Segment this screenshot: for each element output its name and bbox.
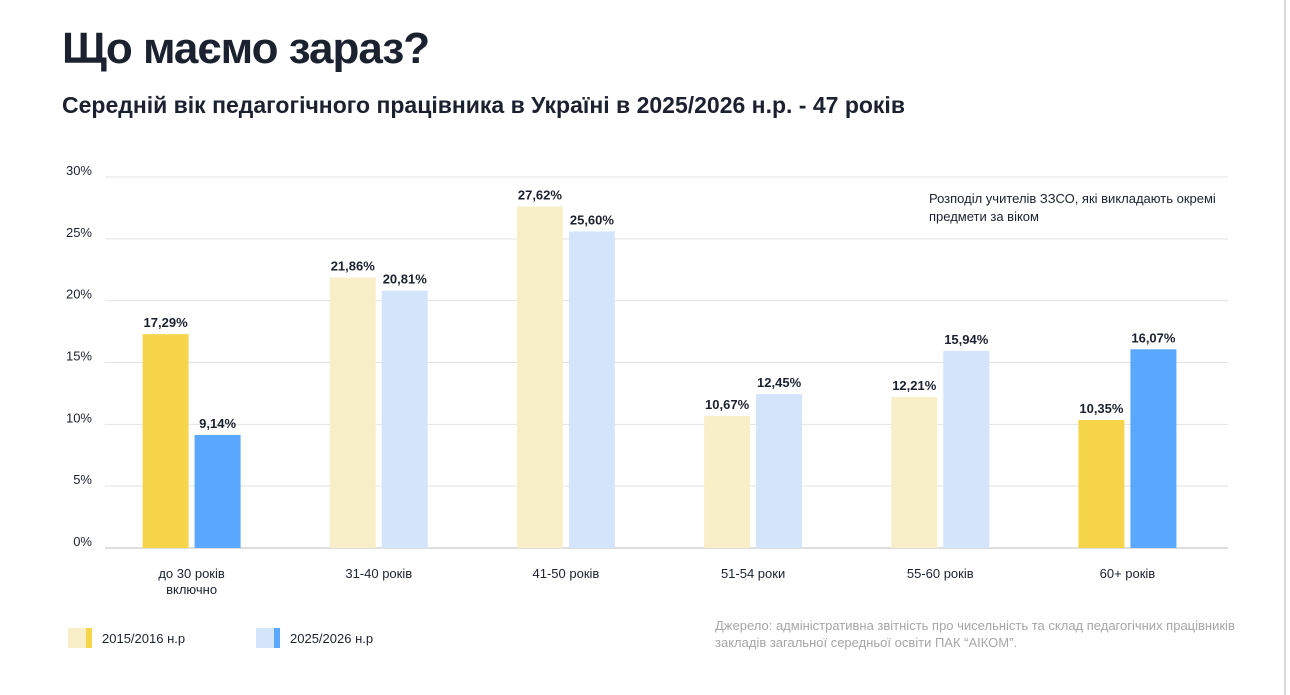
data-label: 16,07%	[1131, 330, 1176, 345]
legend-label: 2025/2026 н.р	[290, 630, 374, 646]
x-tick-label: 60+ років	[1100, 566, 1156, 581]
bar	[329, 277, 376, 548]
data-label: 12,21%	[892, 378, 937, 393]
legend-item-2015: 2015/2016 н.р	[68, 628, 185, 648]
bar	[381, 290, 428, 548]
bar	[943, 350, 990, 548]
bar	[194, 434, 241, 548]
data-label: 10,67%	[705, 397, 750, 412]
data-label: 9,14%	[199, 416, 236, 431]
data-label: 10,35%	[1079, 401, 1124, 416]
data-label: 27,62%	[518, 187, 563, 202]
data-label: 25,60%	[570, 212, 615, 227]
legend-swatch-blue	[256, 628, 280, 648]
edge-divider	[1284, 0, 1286, 695]
bar	[891, 397, 938, 548]
bar	[1078, 420, 1125, 548]
x-tick-label: 55-60 років	[907, 566, 974, 581]
x-tick-label: 31-40 років	[345, 566, 412, 581]
y-tick-label: 15%	[66, 349, 92, 364]
x-tick-label: включно	[166, 582, 217, 597]
source-note: Джерело: адміністративна звітність про ч…	[715, 618, 1235, 650]
data-label: 12,45%	[757, 375, 802, 390]
page-title: Що маємо зараз?	[62, 24, 430, 73]
y-tick-label: 30%	[66, 163, 92, 178]
y-tick-label: 0%	[73, 534, 92, 549]
y-tick-label: 20%	[66, 287, 92, 302]
page-subtitle: Середній вік педагогічного працівника в …	[62, 92, 905, 118]
x-tick-label: 51-54 роки	[721, 566, 785, 581]
bar	[704, 416, 751, 548]
data-label: 21,86%	[331, 259, 376, 274]
legend-swatch-yellow	[68, 628, 92, 648]
x-tick-label: 41-50 років	[533, 566, 600, 581]
y-tick-label: 25%	[66, 225, 92, 240]
legend-item-2025: 2025/2026 н.р	[256, 628, 373, 648]
data-label: 15,94%	[944, 332, 989, 347]
y-tick-label: 5%	[73, 472, 92, 487]
legend-label: 2015/2016 н.р	[102, 630, 186, 646]
y-tick-label: 10%	[66, 410, 92, 425]
bar	[756, 394, 803, 548]
bar	[516, 206, 563, 548]
bar	[568, 231, 615, 548]
data-label: 17,29%	[144, 315, 189, 330]
bar	[1130, 349, 1177, 548]
x-tick-label: до 30 років	[158, 566, 225, 581]
bar	[142, 334, 189, 548]
data-label: 20,81%	[383, 272, 428, 287]
chart-note: Розподіл учителів ЗЗСО, які викладають о…	[929, 191, 1216, 224]
